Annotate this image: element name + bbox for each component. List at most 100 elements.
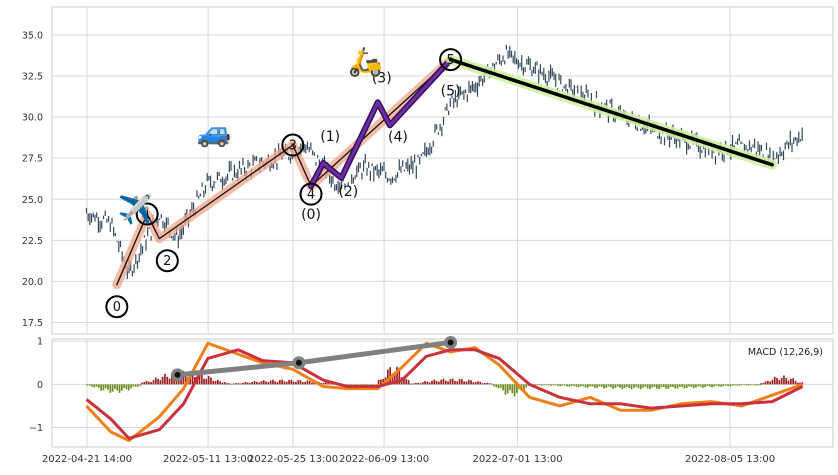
macd-histogram-bar <box>292 381 295 385</box>
macd-histogram-bar <box>511 384 514 394</box>
macd-histogram-bar <box>697 384 700 387</box>
macd-histogram-bar <box>276 381 279 385</box>
macd-histogram-bar <box>228 383 231 385</box>
macd-histogram-bar <box>490 383 493 385</box>
macd-histogram-bar <box>322 382 325 385</box>
macd-histogram-bar <box>522 384 525 391</box>
macd-histogram-bar <box>495 384 498 388</box>
price-y-tick-label: 35.0 <box>22 30 43 41</box>
macd-histogram-bar <box>152 380 155 385</box>
macd-histogram-bar <box>589 384 591 387</box>
macd-histogram-bar <box>412 383 415 385</box>
macd-histogram-bar <box>718 384 720 387</box>
macd-histogram-bar <box>780 377 783 385</box>
macd-histogram-bar <box>405 379 408 385</box>
macd-histogram-bar <box>403 378 405 385</box>
macd-histogram-bar <box>297 380 300 385</box>
macd-histogram-bar <box>431 380 433 385</box>
macd-histogram-bar <box>778 380 781 385</box>
macd-histogram-bar <box>474 382 477 385</box>
macd-histogram-bar <box>237 383 240 385</box>
macd-histogram-bar <box>557 384 559 386</box>
macd-histogram-bar <box>223 382 226 385</box>
macd-histogram-bar <box>623 384 626 388</box>
macd-histogram-bar <box>658 384 660 390</box>
macd-histogram-bar <box>616 384 619 387</box>
macd-histogram-bar <box>757 384 759 386</box>
macd-histogram-bar <box>536 384 539 386</box>
macd-histogram-bar <box>258 382 260 385</box>
x-tick-label: 2022-07-01 13:00 <box>473 454 563 465</box>
macd-histogram-bar <box>711 384 713 388</box>
macd-histogram-bar <box>253 380 256 385</box>
macd-histogram-bar <box>552 384 555 386</box>
macd-histogram-bar <box>281 379 283 385</box>
macd-y-tick-label: 0 <box>37 380 43 391</box>
scooter-icon: 🛵 <box>348 45 383 78</box>
wave-circle-marker <box>299 182 323 206</box>
macd-histogram-bar <box>678 384 681 387</box>
macd-histogram-bar <box>226 383 228 385</box>
macd-histogram-bar <box>759 384 762 386</box>
macd-histogram-bar <box>554 384 557 386</box>
macd-histogram-bar <box>214 380 217 385</box>
macd-histogram-bar <box>148 381 150 385</box>
macd-histogram-bar <box>447 381 449 385</box>
price-y-tick-label: 17.5 <box>22 318 43 329</box>
macd-histogram-bar <box>205 378 208 385</box>
macd-histogram-bar <box>91 384 93 387</box>
macd-histogram-bar <box>690 384 693 387</box>
macd-histogram-bar <box>219 381 222 385</box>
macd-y-tick-label: 1 <box>37 337 43 348</box>
wave-circle-marker <box>105 295 129 319</box>
macd-histogram-bar <box>667 384 670 389</box>
macd-histogram-bar <box>619 384 621 388</box>
wave-circle-marker <box>281 133 305 157</box>
macd-histogram-bar <box>543 384 545 386</box>
macd-histogram-bar <box>655 384 658 389</box>
macd-panel-frame <box>51 338 834 448</box>
wave-circle-label: 3 <box>289 139 297 154</box>
macd-histogram-bar <box>260 381 263 385</box>
macd-histogram-bar <box>754 384 757 386</box>
macd-histogram-bar <box>534 384 536 386</box>
macd-histogram-bar <box>605 384 608 388</box>
macd-histogram-bar <box>467 379 470 385</box>
macd-histogram-bar <box>168 378 171 385</box>
macd-histogram-bar <box>329 383 332 385</box>
macd-histogram-bar <box>603 384 605 389</box>
macd-histogram-bar <box>132 384 135 387</box>
macd-histogram-bar <box>646 384 649 389</box>
divergence-point-inner <box>295 359 302 366</box>
macd-histogram-bar <box>139 384 142 386</box>
macd-histogram-bar <box>191 371 194 385</box>
macd-histogram-bar <box>621 384 624 390</box>
macd-histogram-bar <box>715 384 718 386</box>
macd-histogram-bar <box>157 378 159 385</box>
macd-histogram-bar <box>408 383 410 385</box>
macd-histogram-bar <box>377 380 380 385</box>
wave-paren-label: (0) <box>301 207 321 223</box>
macd-histogram-bar <box>207 376 210 385</box>
x-tick-label: 2022-08-05 13:00 <box>685 454 775 465</box>
macd-histogram-bar <box>639 384 642 390</box>
wave-paren-label: (4) <box>388 129 408 145</box>
macd-histogram-bar <box>651 384 654 388</box>
macd-histogram-bar <box>123 384 125 389</box>
macd-histogram-bar <box>724 384 727 386</box>
macd-histogram-bar <box>704 384 706 388</box>
macd-histogram-bar <box>200 374 203 385</box>
macd-histogram-bar <box>499 384 502 388</box>
macd-histogram-bar <box>171 374 173 385</box>
macd-histogram-bar <box>373 384 376 386</box>
macd-histogram-bar <box>134 384 137 387</box>
macd-histogram-bar <box>559 384 562 387</box>
macd-histogram-bar <box>766 380 769 385</box>
macd-histogram-bar <box>787 380 790 385</box>
macd-histogram-bar <box>584 384 587 388</box>
macd-histogram-bar <box>210 377 212 385</box>
macd-histogram-bar <box>421 382 424 385</box>
macd-histogram-bar <box>456 381 459 385</box>
macd-histogram-bar <box>486 382 489 385</box>
